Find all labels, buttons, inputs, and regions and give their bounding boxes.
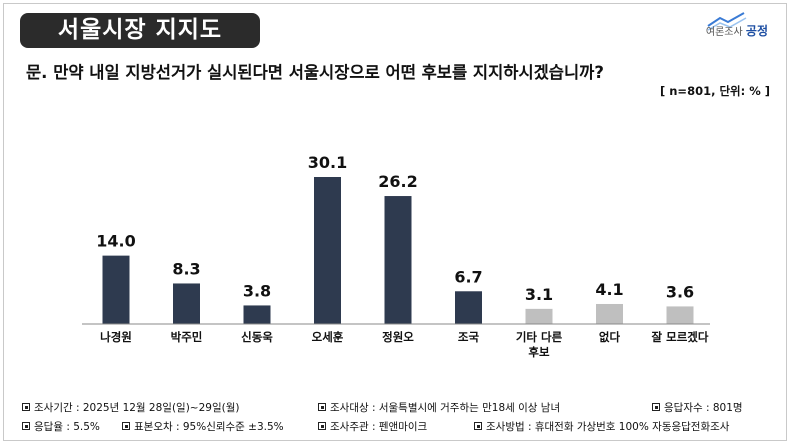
value-label-6: 6.7 (454, 267, 482, 286)
category-label-9: 잘 모르겠다 (652, 330, 709, 344)
footer-respondents: 응답자수 : 801명 (652, 400, 743, 415)
logo-text: 여론조사 공정 (706, 22, 768, 39)
footer-sampling-error: 표본오차 : 95%신뢰수준 ±3.5% (122, 419, 284, 434)
value-label-8: 4.1 (595, 280, 623, 299)
value-label-3: 3.8 (243, 281, 271, 300)
bar-3 (243, 305, 271, 324)
bar-9 (666, 306, 694, 324)
footer-target: 조사대상 : 서울특별시에 거주하는 만18세 이상 남녀 (318, 400, 560, 415)
logo-brand-text: 공정 (745, 24, 768, 38)
footer-organizer: 조사주관 : 펜앤마이크 (318, 419, 427, 434)
survey-question: 문. 만약 내일 지방선거가 실시된다면 서울시장으로 어떤 후보를 지지하시겠… (26, 63, 604, 82)
value-label-7: 3.1 (525, 285, 553, 304)
category-label-7-line-1: 기타 다른 (516, 330, 563, 344)
bar-1 (102, 255, 130, 324)
bar-chart: 14.0 나경원 8.3 박주민 3.8 신동욱 30.1 오세훈 26.2 정원오 6.7 조국 3.… (82, 153, 710, 359)
bar-4 (314, 177, 341, 324)
category-label-3: 신동욱 (241, 330, 273, 344)
category-label-4: 오세훈 (312, 330, 344, 344)
category-label-7-line-2: 후보 (528, 345, 550, 359)
logo-mark-icon (707, 12, 747, 31)
value-label-5: 26.2 (378, 172, 417, 191)
sample-unit-note: [ n=801, 단위: % ] (659, 84, 770, 98)
value-label-2: 8.3 (172, 259, 200, 278)
slide-title: 서울시장 지지도 (20, 13, 260, 48)
footer-method: 조사방법 : 휴대전화 가상번호 100% 자동응답전화조사 (474, 419, 729, 434)
footer-response-rate: 응답율 : 5.5% (22, 419, 100, 434)
bar-7 (525, 308, 553, 324)
value-label-4: 30.1 (308, 153, 347, 172)
bar-2 (173, 283, 200, 324)
bar-6 (455, 291, 482, 324)
logo-small-text: 여론조사 (705, 27, 743, 38)
category-label-5: 정원오 (382, 330, 414, 344)
bar-8 (596, 303, 623, 324)
category-label-6: 조국 (458, 330, 480, 344)
survey-footer: 조사기간 : 2025년 12월 28일(일)~29일(월) 조사대상 : 서울… (22, 400, 782, 438)
category-label-1: 나경원 (100, 330, 132, 344)
value-label-1: 14.0 (96, 232, 135, 251)
category-label-8: 없다 (599, 330, 621, 344)
footer-survey-period: 조사기간 : 2025년 12월 28일(일)~29일(월) (22, 400, 239, 415)
category-label-2: 박주민 (171, 330, 203, 344)
value-label-9: 3.6 (666, 282, 694, 301)
bar-5 (384, 196, 412, 324)
